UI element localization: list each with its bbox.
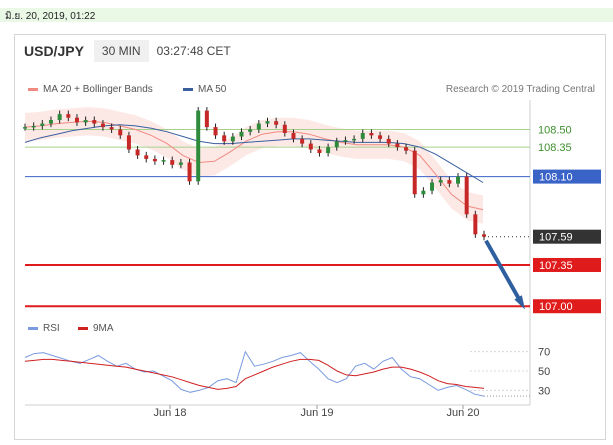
candle-body (343, 140, 348, 142)
level-label-5: 107.00 (539, 301, 573, 313)
x-tick-label-2: Jun 20 (446, 407, 479, 419)
candle-body (144, 155, 149, 159)
ma20-swatch (28, 88, 38, 91)
candle-body (412, 150, 417, 195)
level-label-2: 108.10 (539, 172, 573, 184)
bollinger-band (25, 107, 483, 224)
rsi-line (24, 350, 485, 397)
legend-rsi: RSI (28, 323, 60, 334)
candle-body (464, 176, 469, 215)
candle-body (334, 141, 339, 148)
candle-body (196, 110, 201, 182)
candle-body (386, 138, 391, 144)
candle-body (83, 120, 88, 123)
candle-body (430, 182, 435, 191)
timeframe-badge[interactable]: 30 MIN (93, 40, 149, 62)
level-label-1: 108.35 (538, 142, 572, 154)
candle-body (456, 176, 461, 184)
ma9-line (24, 358, 485, 390)
candle-body (126, 135, 131, 150)
candle-body (74, 117, 79, 123)
candle-body (222, 135, 227, 142)
chart-card (14, 34, 606, 440)
legend-ma9: 9MA (78, 323, 114, 334)
date-text: มิ.ย. 20, 2019, 01:22 (5, 11, 96, 22)
candle-body (57, 114, 62, 121)
forecast-arrowhead (514, 295, 525, 310)
candle-body (482, 234, 486, 237)
level-tag-4 (533, 257, 601, 272)
candle-body (317, 149, 322, 154)
chart-header: USD/JPY 30 MIN 03:27:48 CET (14, 34, 231, 68)
legend-ma20: MA 20 + Bollinger Bands (28, 84, 153, 95)
candle-body (282, 124, 287, 133)
candle-body (100, 123, 105, 128)
candle-body (152, 158, 157, 162)
candle-body (239, 131, 244, 137)
candle-body (473, 214, 478, 235)
forecast-arrow (484, 239, 524, 306)
legend-ma50: MA 50 (183, 84, 226, 95)
rsi-tick-0: 70 (538, 347, 550, 359)
candle-body (23, 127, 27, 129)
candle-body (421, 190, 426, 195)
candle-body (187, 162, 192, 182)
pair-title: USD/JPY (24, 43, 84, 59)
candle-body (404, 147, 409, 151)
candle-body (230, 136, 235, 142)
candle-body (395, 143, 400, 148)
candle-body (170, 160, 175, 165)
candle-body (178, 162, 183, 165)
legend-rsi-label: RSI (43, 323, 60, 334)
x-tick-label-1: Jun 19 (300, 407, 333, 419)
candle-body (308, 143, 313, 150)
candle-body (300, 138, 305, 144)
candle-body (352, 138, 357, 141)
candle-body (66, 114, 71, 118)
legend-ma20-label: MA 20 + Bollinger Bands (43, 84, 153, 95)
ma9-swatch (78, 327, 88, 330)
rsi-tick-2: 30 (538, 385, 550, 397)
candle-body (48, 120, 53, 124)
ma50-swatch (183, 88, 193, 91)
candle-body (378, 135, 383, 139)
date-bar: มิ.ย. 20, 2019, 01:22 (0, 8, 613, 22)
level-label-0: 108.50 (538, 124, 572, 136)
level-label-4: 107.35 (539, 260, 573, 272)
x-tick-label-0: Jun 18 (153, 407, 186, 419)
candle-body (213, 127, 218, 136)
candle-body (118, 129, 123, 136)
candle-body (31, 125, 36, 128)
candle-body (265, 121, 270, 124)
level-label-3: 107.59 (539, 232, 573, 244)
candle-body (447, 180, 452, 184)
candle-body (92, 120, 97, 124)
rsi-tick-1: 50 (538, 366, 550, 378)
level-tag-2 (533, 169, 601, 184)
candle-body (369, 132, 374, 136)
candle-body (109, 127, 114, 130)
candle-body (135, 149, 140, 156)
candle-body (291, 132, 296, 139)
rsi-swatch (28, 327, 38, 330)
candle-body (204, 110, 209, 128)
candle-body (438, 180, 443, 183)
candle-body (326, 147, 331, 154)
candle-body (161, 160, 166, 162)
level-tag-3 (533, 229, 601, 244)
candle-body (256, 123, 261, 130)
candle-body (274, 121, 279, 125)
legend-ma50-label: MA 50 (198, 84, 227, 95)
candle-body (248, 129, 253, 132)
credit-text: Research © 2019 Trading Central (445, 84, 595, 95)
clock-text: 03:27:48 CET (156, 44, 231, 58)
level-tag-5 (533, 299, 601, 314)
candle-body (40, 123, 45, 126)
candle-body (360, 132, 365, 139)
legend-ma9-label: 9MA (93, 323, 114, 334)
